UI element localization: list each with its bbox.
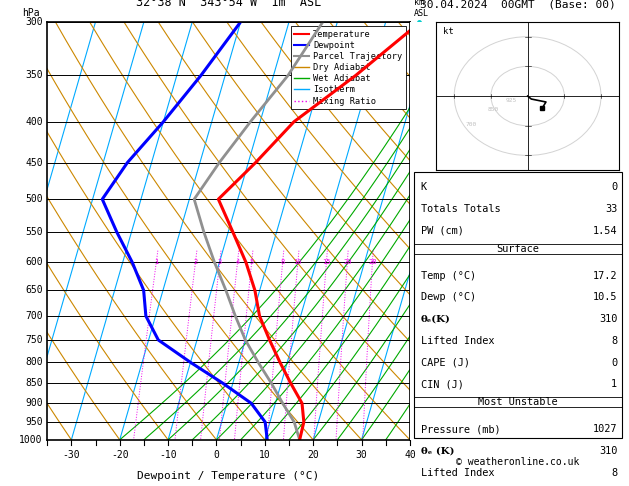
Text: -20: -20 [111,450,128,460]
Text: 6: 6 [415,157,420,168]
Text: 650: 650 [25,285,43,295]
Text: K: K [421,182,427,192]
Text: 800: 800 [25,357,43,367]
Text: 0: 0 [611,358,617,367]
Text: Most Unstable: Most Unstable [478,398,558,407]
Text: Lifted Index: Lifted Index [421,336,494,346]
Text: 2: 2 [193,260,198,265]
Text: 1: 1 [415,398,420,408]
Text: 17.2: 17.2 [593,271,617,280]
Text: -10: -10 [159,450,177,460]
Text: 300: 300 [25,17,43,27]
Text: 500: 500 [25,194,43,204]
Text: 10.5: 10.5 [593,293,617,302]
Text: 33: 33 [605,204,617,214]
Text: 8: 8 [611,468,617,478]
Text: 10: 10 [259,450,270,460]
Text: Surface: Surface [496,244,539,254]
Text: 350: 350 [25,70,43,80]
Text: 3: 3 [415,311,420,321]
Text: 1: 1 [154,260,159,265]
Text: 30.04.2024  00GMT  (Base: 00): 30.04.2024 00GMT (Base: 00) [420,0,616,9]
Text: 20: 20 [308,450,319,460]
Text: θₑ(K): θₑ(K) [421,314,450,324]
Text: 8: 8 [611,336,617,346]
Text: 8: 8 [415,70,420,80]
Text: 15: 15 [322,260,331,265]
Text: 1: 1 [611,380,617,389]
Legend: Temperature, Dewpoint, Parcel Trajectory, Dry Adiabat, Wet Adiabat, Isotherm, Mi: Temperature, Dewpoint, Parcel Trajectory… [291,26,406,109]
Text: 310: 310 [599,314,617,324]
Text: © weatheronline.co.uk: © weatheronline.co.uk [456,456,579,467]
Text: LCL: LCL [415,417,429,427]
Text: 550: 550 [25,227,43,237]
Text: Mixing Ratio (g/kg): Mixing Ratio (g/kg) [431,201,440,303]
Text: 1.54: 1.54 [593,226,617,236]
Text: 5: 5 [250,260,253,265]
Text: -30: -30 [62,450,80,460]
Text: 32°38'N  343°54'W  1m  ASL: 32°38'N 343°54'W 1m ASL [136,0,321,9]
Text: 30: 30 [355,450,367,460]
Text: Dewp (°C): Dewp (°C) [421,293,476,302]
Text: Temp (°C): Temp (°C) [421,271,476,280]
Text: 0: 0 [611,182,617,192]
Text: 20: 20 [343,260,352,265]
Text: 950: 950 [25,417,43,427]
Text: 1027: 1027 [593,424,617,434]
Text: 8: 8 [281,260,285,265]
Text: 600: 600 [25,258,43,267]
Text: 2: 2 [415,357,420,367]
Bar [415,173,621,438]
Text: km
ASL: km ASL [413,0,428,17]
Text: 4: 4 [415,258,420,267]
Text: 450: 450 [25,157,43,168]
Text: 310: 310 [599,446,617,456]
Text: 0: 0 [213,450,220,460]
Text: θₑ (K): θₑ (K) [421,446,454,455]
Text: CIN (J): CIN (J) [421,380,464,389]
Text: 5: 5 [415,194,420,204]
Text: Dewpoint / Temperature (°C): Dewpoint / Temperature (°C) [137,471,320,481]
Text: 850: 850 [25,379,43,388]
Text: hPa: hPa [22,8,40,17]
Text: Lifted Index: Lifted Index [421,468,494,478]
Text: 1000: 1000 [19,435,43,445]
Text: Pressure (mb): Pressure (mb) [421,424,500,434]
Text: 10: 10 [294,260,302,265]
Text: 700: 700 [25,311,43,321]
Text: 4: 4 [235,260,240,265]
Text: 7: 7 [415,117,420,127]
Text: 28: 28 [368,260,377,265]
Text: 3: 3 [218,260,222,265]
Text: CAPE (J): CAPE (J) [421,358,470,367]
Text: 750: 750 [25,335,43,345]
Text: Totals Totals: Totals Totals [421,204,500,214]
Text: PW (cm): PW (cm) [421,226,464,236]
Text: 40: 40 [404,450,416,460]
Text: 400: 400 [25,117,43,127]
Text: 900: 900 [25,398,43,408]
